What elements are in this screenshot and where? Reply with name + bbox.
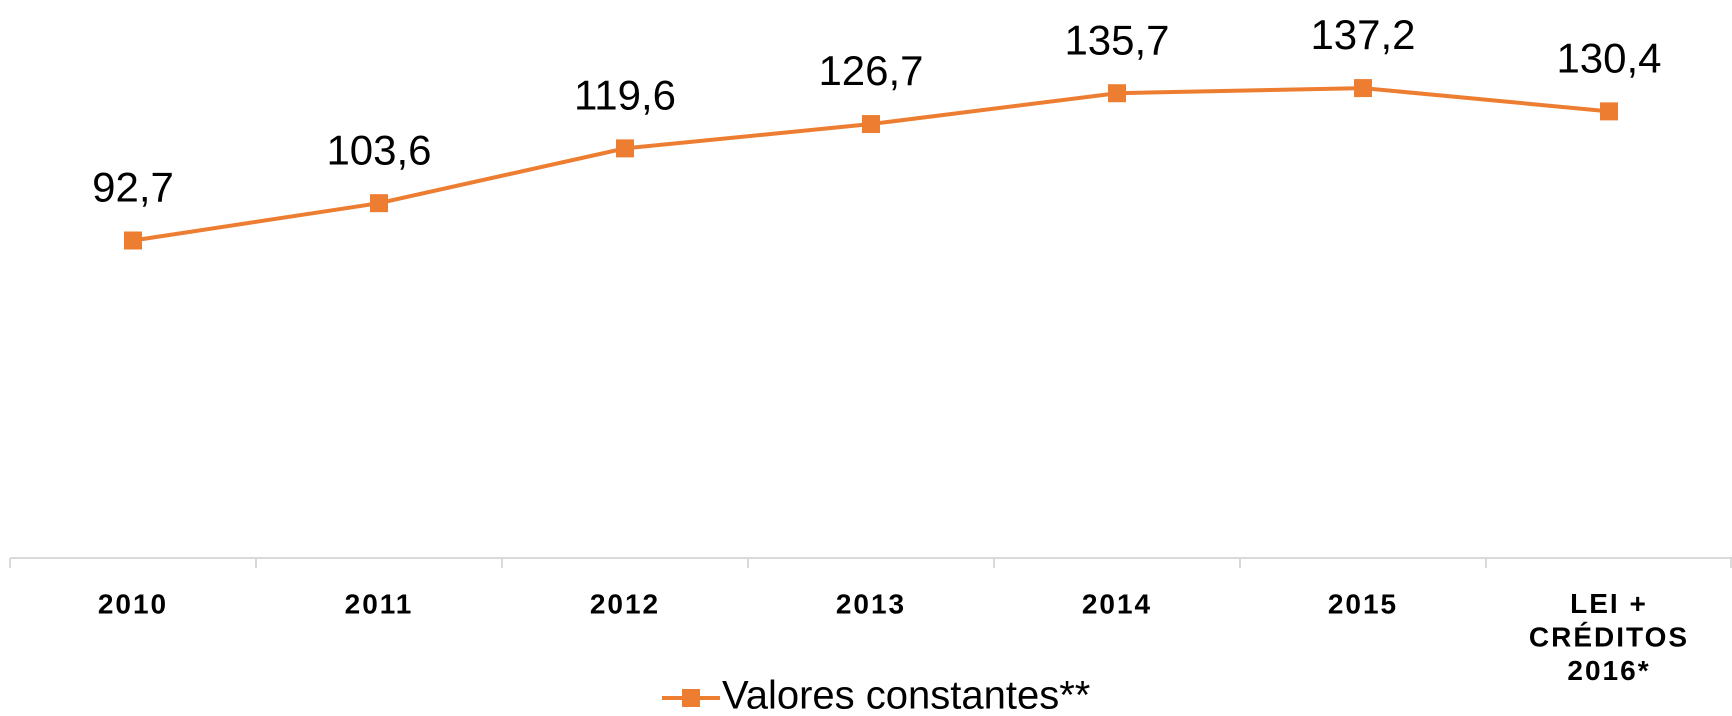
x-tick-label: 2010 [98,588,168,619]
data-label: 103,6 [326,126,431,173]
x-tick-label: 2011 [345,588,414,619]
x-tick-label: 2014 [1082,588,1152,619]
data-label: 137,2 [1310,11,1415,58]
data-label: 92,7 [92,164,174,211]
data-label: 126,7 [818,47,923,94]
marker [370,194,388,213]
marker [124,231,142,250]
legend-marker [682,689,700,707]
marker [1600,102,1618,121]
marker [862,115,880,134]
x-tick-label: 2015 [1328,588,1398,619]
marker [1354,79,1372,98]
x-tick-label: 2013 [836,588,906,619]
x-tick-label: LEI + CRÉDITOS 2016* [1529,588,1689,686]
x-tick-label: 2012 [590,588,660,619]
data-label: 135,7 [1064,16,1169,63]
marker [616,139,634,158]
legend-label: Valores constantes** [722,674,1090,716]
marker [1108,84,1126,103]
data-label: 130,4 [1556,34,1661,81]
data-label: 119,6 [574,71,676,118]
